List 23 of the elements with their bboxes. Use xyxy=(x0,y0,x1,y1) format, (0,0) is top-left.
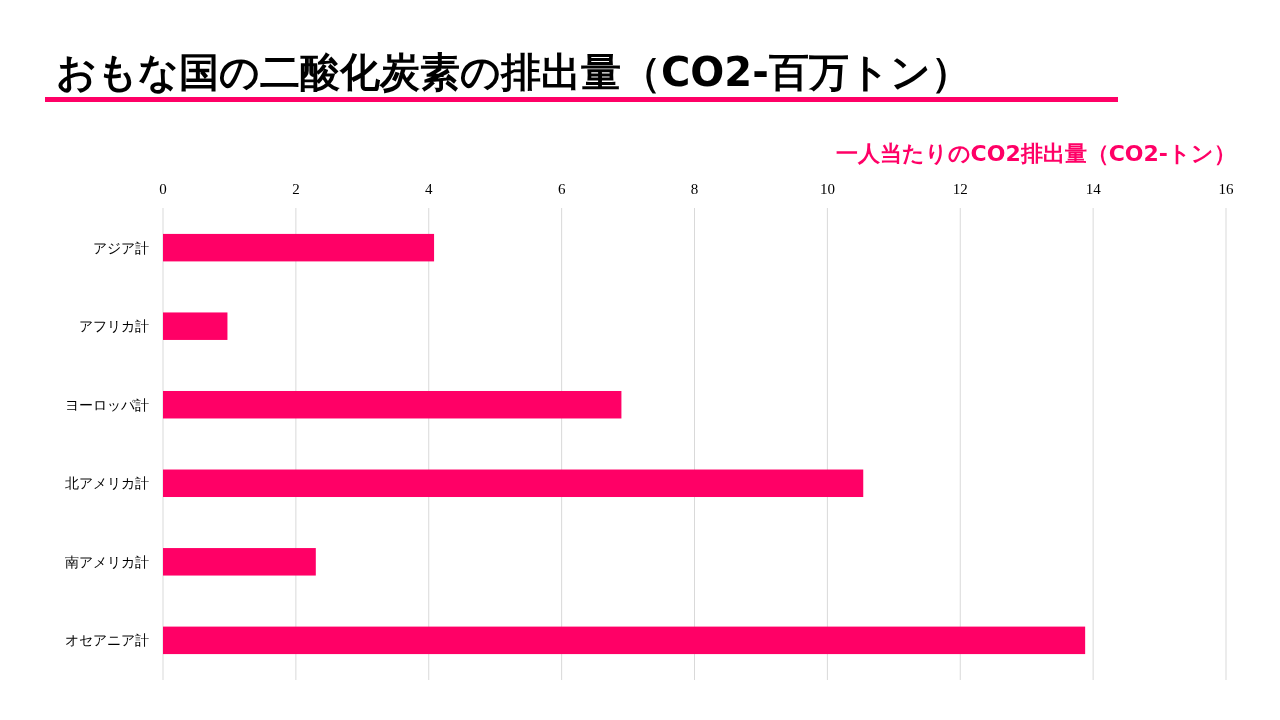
y-tick-label: 南アメリカ計 xyxy=(65,553,149,570)
bar xyxy=(163,548,316,576)
x-tick-label: 16 xyxy=(1218,181,1234,197)
x-tick-label: 10 xyxy=(819,181,835,197)
bar xyxy=(163,390,622,419)
y-tick-label: 北アメリカ計 xyxy=(65,475,149,492)
y-tick-label: アジア計 xyxy=(93,239,149,256)
y-tick-label: ヨーロッパ計 xyxy=(65,396,149,413)
x-tick-label: 6 xyxy=(557,181,566,197)
x-tick-label: 12 xyxy=(952,181,968,197)
chart-title: おもな国の二酸化炭素の排出量（CO2-百万トン） xyxy=(56,49,971,95)
y-tick-label: オセアニア計 xyxy=(65,632,149,649)
x-tick-label: 2 xyxy=(292,181,300,197)
x-tick-label: 14 xyxy=(1085,181,1102,197)
y-tick-label: アフリカ計 xyxy=(79,318,149,335)
bar xyxy=(163,312,228,340)
bar xyxy=(163,469,864,498)
x-tick-label: 4 xyxy=(425,181,433,197)
x-tick-label: 8 xyxy=(690,181,699,197)
x-axis-title: 一人当たりのCO2排出量（CO2-トン） xyxy=(835,141,1236,166)
bar xyxy=(163,626,1086,655)
bar xyxy=(163,233,435,262)
x-tick-label: 0 xyxy=(159,181,167,197)
